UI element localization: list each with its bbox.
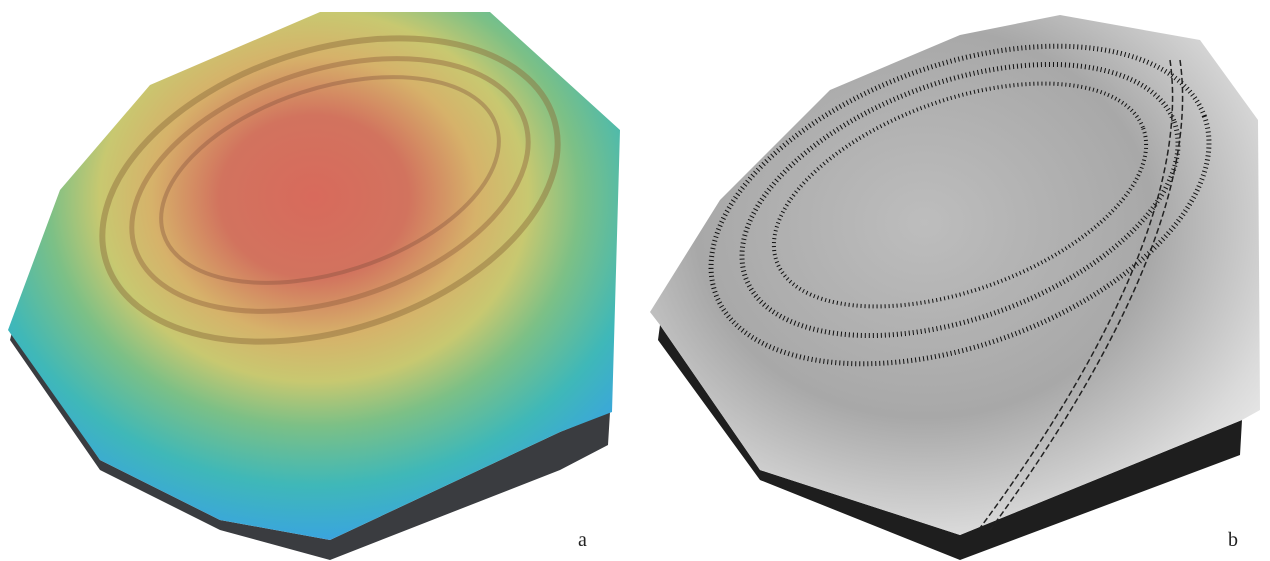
rampart xyxy=(129,56,531,314)
hachure xyxy=(708,43,1212,367)
panel-label: a xyxy=(578,529,587,551)
panel-a: a xyxy=(8,12,620,560)
track xyxy=(989,59,1184,531)
rampart xyxy=(99,35,561,345)
terrain-base xyxy=(658,325,1242,560)
panel-b: b xyxy=(650,15,1260,560)
hachure xyxy=(771,81,1149,309)
panel-label: b xyxy=(1228,529,1238,551)
track xyxy=(979,59,1174,529)
terrain-surface xyxy=(8,12,620,540)
rampart xyxy=(159,75,501,285)
terrain-base xyxy=(10,332,610,560)
terrain-surface xyxy=(650,15,1260,535)
